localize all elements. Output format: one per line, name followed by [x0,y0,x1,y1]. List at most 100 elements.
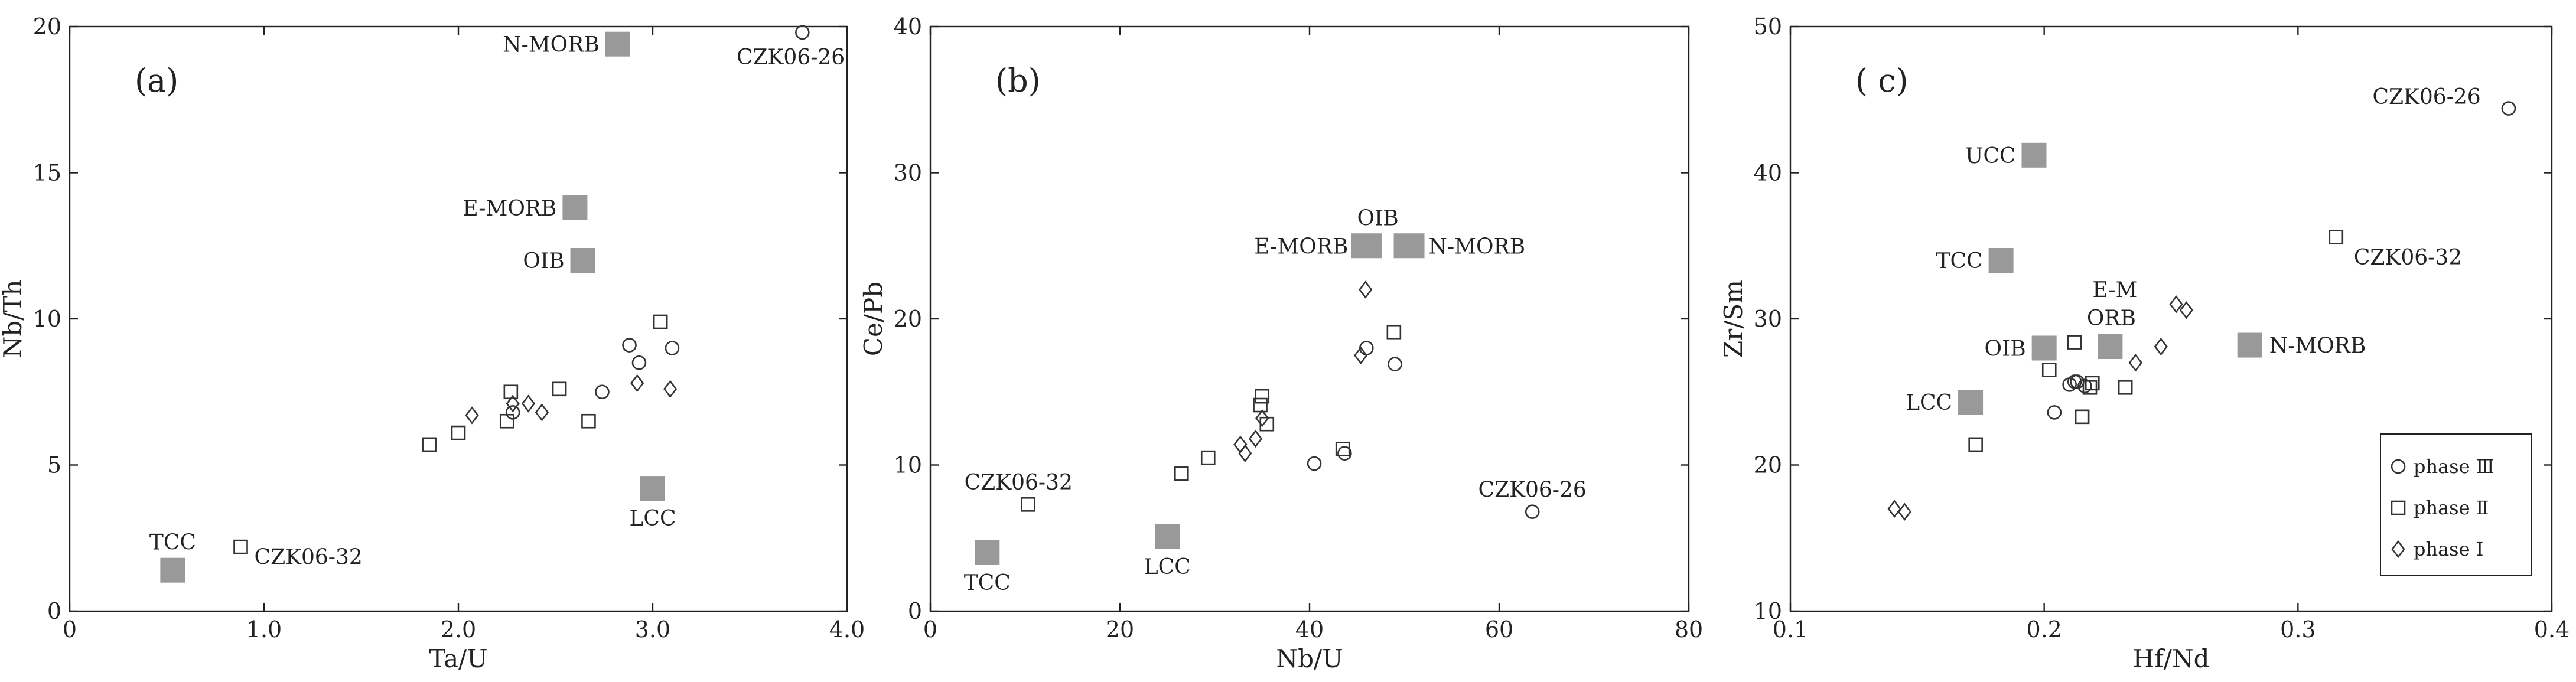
phase2-point [1174,466,1189,481]
x-tick-label: 40 [1295,616,1324,642]
reference-label: ORB [2087,306,2136,331]
legend-square-icon [2391,500,2406,515]
y-tick-label: 30 [894,160,922,186]
phase1-point [1255,409,1269,428]
y-tick-label: 10 [1754,598,1782,624]
sample-label: CZK06-32 [965,471,1073,495]
sample-label: CZK06-32 [2354,246,2462,270]
reference-point [2098,334,2123,360]
phase2-point [2082,380,2098,395]
phase2-point [1255,389,1270,404]
reference-label: TCC [1936,249,1983,273]
phase2-point [2041,363,2057,377]
x-tick-label: 20 [1106,616,1134,642]
reference-label: E-MORB [1254,234,1348,259]
phase2-point [1021,497,1035,512]
phase1-point [1897,502,1911,521]
phase1-point [663,380,678,398]
reference-point [2237,332,2262,358]
reference-point [2021,142,2047,168]
plot-frame [929,25,1690,612]
x-tick-label: 0.3 [2280,616,2316,642]
reference-point [1988,248,2014,273]
x-tick-label: 0.1 [1773,616,1808,642]
x-axis-label: Nb/U [1276,644,1343,673]
reference-point [640,476,665,501]
phase2-point [581,413,596,429]
phase2-point [499,413,514,429]
reference-label: N-MORB [503,33,600,57]
phase3-point [2047,405,2062,420]
y-tick-label: 30 [1754,306,1782,332]
phase2-point [1335,441,1350,456]
reference-label: N-MORB [1429,234,1526,259]
panel-3: 0.1 0.2 0.3 0.4 10 20 30 40 50 Hf/Nd Zr/Sm ( c) UCC T… [1719,14,2570,673]
phase3-point [2501,101,2516,116]
phase2-point [1968,437,1983,452]
x-axis-label: Ta/U [429,644,487,673]
reference-point [605,31,630,57]
phase1-point [2128,354,2142,372]
sample-label: CZK06-26 [737,45,845,70]
x-tick-label: 3.0 [635,616,670,642]
phase1-point [1238,444,1252,462]
phase3-point [1337,446,1352,461]
plot-frame [69,25,848,612]
reference-label: OIB [523,249,564,273]
phase1-point [2179,301,2193,319]
reference-label: E-M [2092,278,2137,302]
phase1-point [1887,500,1901,518]
y-tick-label: 40 [894,14,922,40]
phase3-point [622,338,637,353]
y-tick-label: 50 [1754,14,1782,40]
reference-label: LCC [1906,391,1952,415]
phase1-point [1359,280,1373,299]
phase3-point [2077,378,2092,394]
phase2-point [552,381,567,397]
phase2-point [2067,335,2082,350]
reference-point [2031,335,2057,361]
phase1-point [630,374,644,393]
y-tick-label: 20 [894,306,922,332]
y-tick-label: 20 [1754,452,1782,478]
y-tick-label: 15 [33,160,61,186]
phase3-point [1388,357,1402,372]
phase2-point [653,314,668,329]
y-tick-label: 5 [47,452,61,478]
reference-label: TCC [149,531,196,555]
x-tick-label: 1.0 [246,616,282,642]
x-tick-label: 60 [1485,616,1513,642]
panel-label: (a) [135,62,178,99]
phase2-point [2075,409,2090,425]
y-tick-label: 10 [33,306,61,332]
y-tick-label: 0 [47,598,61,624]
phase2-point [1200,450,1216,465]
phase3-point [595,384,610,400]
x-axis-label: Hf/Nd [2133,644,2210,673]
phase2-point [2329,230,2344,244]
reference-label: LCC [1144,555,1191,579]
reference-label: UCC [1965,144,2015,168]
phase1-point [465,406,479,425]
sample-label: CZK06-26 [1478,478,1587,502]
reference-point [1958,390,1984,415]
reference-label: LCC [630,507,676,531]
phase2-point [2118,380,2133,395]
phase1-point [1354,346,1368,365]
sample-label: CZK06-26 [2372,85,2480,109]
x-tick-label: 2.0 [441,616,476,642]
reference-point [160,557,185,583]
phase2-point [422,437,437,452]
phase1-point [535,403,549,422]
phase3-point [1525,504,1540,520]
panel-2: 0 20 40 60 80010203040Nb/UCe/Pb(b)TCCLCCE-MO… [859,14,1703,673]
reference-point [975,540,1000,565]
phase2-point [1386,324,1402,340]
y-axis-label: Ce/Pb [859,282,888,356]
phase2-point [2085,376,2100,391]
legend-label: phase Ⅲ [2414,455,2494,478]
x-tick-label: 0 [63,616,77,642]
legend-label: phase Ⅱ [2414,497,2489,519]
phase2-point [233,539,248,554]
